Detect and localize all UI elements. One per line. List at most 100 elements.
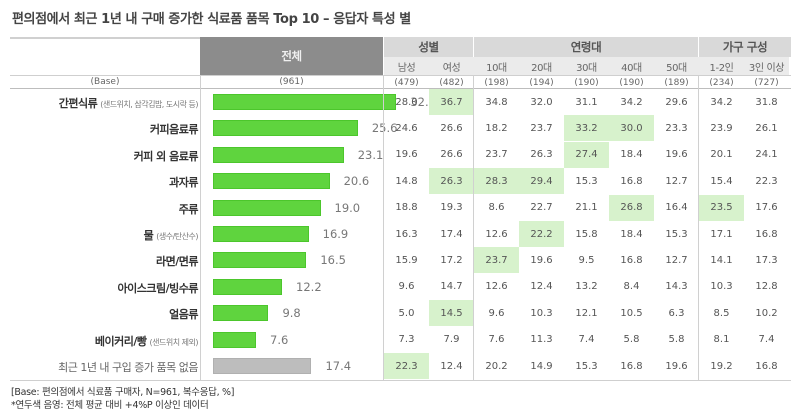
table-cell: 23.9 (710, 122, 733, 134)
header-column: 50대 (654, 57, 699, 75)
row-label-text: 커피음료류 (149, 123, 199, 137)
table-cell: 18.8 (395, 202, 418, 214)
table-cell: 36.7 (429, 89, 474, 115)
table-row: 얼음류 9.8 5.0 14.5 9.6 10.3 12.1 10.5 6.3 8.5 10.2 (10, 300, 791, 327)
table-cell: 12.7 (665, 175, 688, 187)
header-blank (10, 37, 200, 75)
total-bar (213, 278, 283, 295)
header-group-gender: 성별 (384, 37, 473, 57)
header-column: 3인 이상 (744, 57, 789, 75)
total-bar (213, 146, 344, 163)
table-cell: 10.3 (710, 281, 733, 293)
total-bar-value: 20.6 (343, 174, 370, 189)
table-cell: 32.0 (530, 96, 553, 108)
table-cell: 21.1 (575, 202, 598, 214)
divider-label-total (200, 75, 201, 380)
table-cell: 16.8 (755, 228, 778, 240)
table-cell: 13.2 (575, 281, 598, 293)
header-column: 40대 (609, 57, 654, 75)
footnote-highlight: *연두색 음영: 전체 평균 대비 +4%P 이상인 데이터 (11, 400, 209, 411)
total-bar-value: 25.6 (371, 121, 398, 136)
row-label-text: 라면/면류 (156, 255, 199, 269)
table-cell: 14.5 (429, 300, 474, 327)
table-cell: 23.3 (665, 122, 688, 134)
total-bar (213, 199, 321, 216)
table-cell: 16.8 (755, 360, 778, 372)
total-bar-value: 9.8 (282, 306, 301, 321)
table-cell: 27.4 (564, 141, 609, 168)
table-cell: 17.6 (755, 202, 778, 214)
row-label: 아이스크림/빙수류 (118, 280, 199, 296)
footnote-base: [Base: 편의점에서 식료품 구매자, N=961, 복수응답, %] (11, 387, 235, 398)
total-bar (213, 358, 312, 374)
table-cell: 24.6 (395, 122, 418, 134)
total-bar (213, 252, 307, 269)
row-label-note: (생수/탄산수) (156, 232, 198, 241)
table-bottom-border (10, 380, 791, 381)
table-cell: 7.3 (398, 334, 415, 346)
table-cell: 12.6 (485, 228, 508, 240)
header-column: 20대 (519, 57, 564, 75)
header-total: 전체 (200, 37, 383, 75)
table-row: 커피음료류 25.6 24.6 26.6 18.2 23.7 33.2 30.0 23.3 23.… (10, 115, 791, 142)
table-cell: 23.7 (474, 247, 519, 274)
table-row: 주류 19.0 18.8 19.3 8.6 22.7 21.1 26.8 16.4 23.5 17.… (10, 194, 791, 221)
base-column-value: (198) (484, 78, 509, 88)
row-label: 커피 외 음료류 (133, 148, 199, 164)
divider-gender-age (473, 75, 474, 380)
table-cell: 10.3 (530, 307, 553, 319)
table-row: 라면/면류 16.5 15.9 17.2 23.7 19.6 9.5 16.8 12.7 14.1… (10, 247, 791, 274)
row-label-text: 커피 외 음료류 (133, 149, 199, 163)
total-bar-value: 17.4 (325, 359, 352, 373)
table-cell: 12.8 (755, 281, 778, 293)
table-cell: 20.1 (710, 149, 733, 161)
table-cell: 9.6 (398, 281, 415, 293)
row-label: 물 (생수/탄산수) (144, 227, 199, 243)
table-cell: 15.8 (575, 228, 598, 240)
table-cell: 14.1 (710, 254, 733, 266)
base-column-value: (482) (439, 78, 464, 88)
table-cell: 23.5 (699, 194, 744, 221)
table-cell: 26.1 (755, 122, 778, 134)
total-bar-value: 19.0 (334, 200, 361, 215)
table-cell: 18.4 (620, 228, 643, 240)
table-cell: 19.6 (665, 360, 688, 372)
row-label: 주류 (179, 201, 199, 217)
table-cell: 16.8 (620, 254, 643, 266)
table-cell: 6.3 (668, 307, 685, 319)
table-cell: 15.3 (575, 360, 598, 372)
table-cell: 17.1 (710, 228, 733, 240)
table-cell: 14.7 (440, 281, 463, 293)
table-cell: 34.2 (710, 96, 733, 108)
header-column: 여성 (429, 57, 474, 75)
table-cell: 17.3 (755, 254, 778, 266)
total-bar (213, 120, 358, 137)
table-row: 베이커리/빵 (샌드위치 제외) 7.6 7.3 7.9 7.6 11.3 7.4 5.8 5.8… (10, 327, 791, 353)
table-cell: 16.3 (395, 228, 418, 240)
table-cell: 9.5 (578, 254, 595, 266)
table-cell: 19.6 (665, 149, 688, 161)
table-cell: 33.2 (564, 115, 609, 142)
table-cell: 12.7 (665, 254, 688, 266)
table-cell: 5.8 (623, 334, 640, 346)
table-cell: 10.5 (620, 307, 643, 319)
header-group-household: 가구 구성 (699, 37, 791, 57)
table-row: 과자류 20.6 14.8 26.3 28.3 29.4 15.3 16.8 12.7 15.4 2… (10, 168, 791, 195)
table-cell: 30.0 (609, 115, 654, 142)
row-label-note: (샌드위치, 삼각김밥, 도시락 등) (100, 100, 198, 109)
row-label: 최근 1년 내 구입 증가 품목 없음 (58, 359, 198, 375)
header-column: 1-2인 (699, 57, 744, 75)
row-label: 얼음류 (169, 306, 198, 322)
table-cell: 15.9 (395, 254, 418, 266)
table-cell: 11.3 (530, 334, 553, 346)
divider-total-gender (383, 75, 384, 380)
header-column: 10대 (474, 57, 519, 75)
row-label-note: (샌드위치 제외) (149, 337, 199, 347)
table-row: 커피 외 음료류 23.1 19.6 26.6 23.7 26.3 27.4 18.4 19.6… (10, 141, 791, 168)
table-cell: 29.4 (519, 168, 564, 195)
table-cell: 15.4 (710, 175, 733, 187)
table-cell: 26.8 (609, 194, 654, 221)
table-row: 최근 1년 내 구입 증가 품목 없음 17.4 22.3 12.4 20.2 14.9 1… (10, 353, 791, 379)
table-cell: 10.2 (755, 307, 778, 319)
base-column-value: (194) (529, 78, 554, 88)
